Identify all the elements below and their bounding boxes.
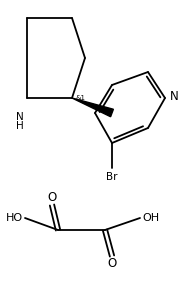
Text: Br: Br [106,172,118,182]
Text: O: O [47,191,57,204]
Text: OH: OH [142,213,159,223]
Polygon shape [72,98,113,117]
Text: N: N [170,89,179,103]
Text: O: O [107,257,117,270]
Text: HO: HO [6,213,23,223]
Text: N
H: N H [16,112,24,131]
Text: &1: &1 [75,95,85,101]
